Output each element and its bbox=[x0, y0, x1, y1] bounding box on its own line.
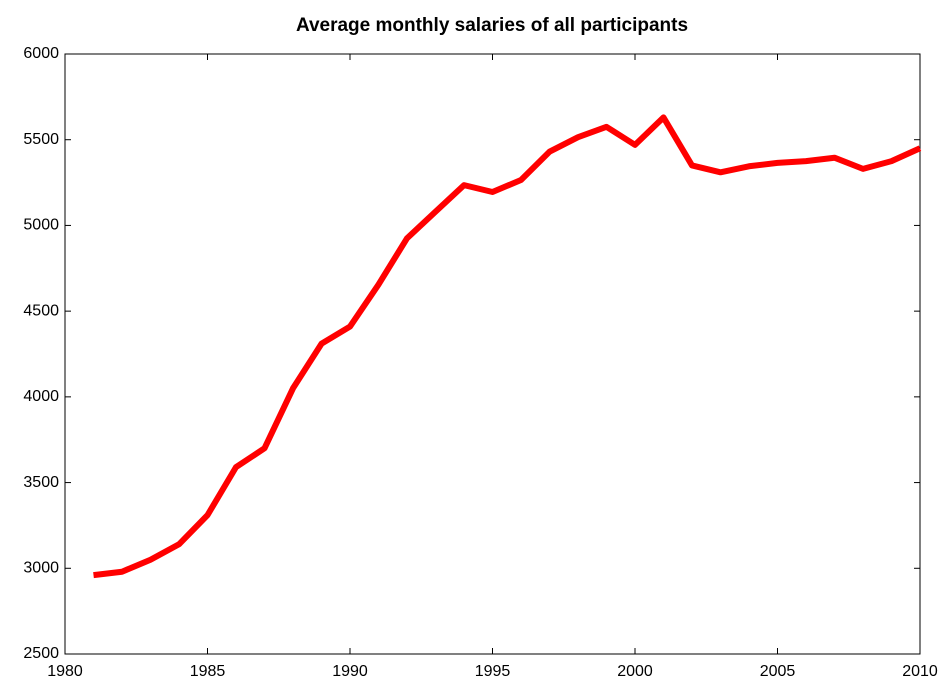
y-tick-label: 3000 bbox=[23, 560, 59, 577]
line bbox=[93, 114, 922, 579]
y-tick-label: 4500 bbox=[23, 302, 59, 319]
x-tick-label: 1990 bbox=[332, 663, 368, 680]
chart-title: Average monthly salaries of all particip… bbox=[296, 15, 688, 36]
y-tick-label: 2500 bbox=[23, 645, 59, 662]
x-tick-label: 1995 bbox=[475, 663, 511, 680]
y-tick-label: 3500 bbox=[23, 474, 59, 491]
y-tick-label: 5500 bbox=[23, 131, 59, 148]
x-tick-label: 2000 bbox=[617, 663, 653, 680]
x-tick-label: 2005 bbox=[760, 663, 796, 680]
y-tick-label: 4000 bbox=[23, 388, 59, 405]
x-tick-label: 1985 bbox=[190, 663, 226, 680]
x-tick-label: 2010 bbox=[902, 663, 938, 680]
y-tick-label: 6000 bbox=[23, 45, 59, 62]
x-tick-label: 1980 bbox=[47, 663, 83, 680]
y-tick-label: 5000 bbox=[23, 217, 59, 234]
